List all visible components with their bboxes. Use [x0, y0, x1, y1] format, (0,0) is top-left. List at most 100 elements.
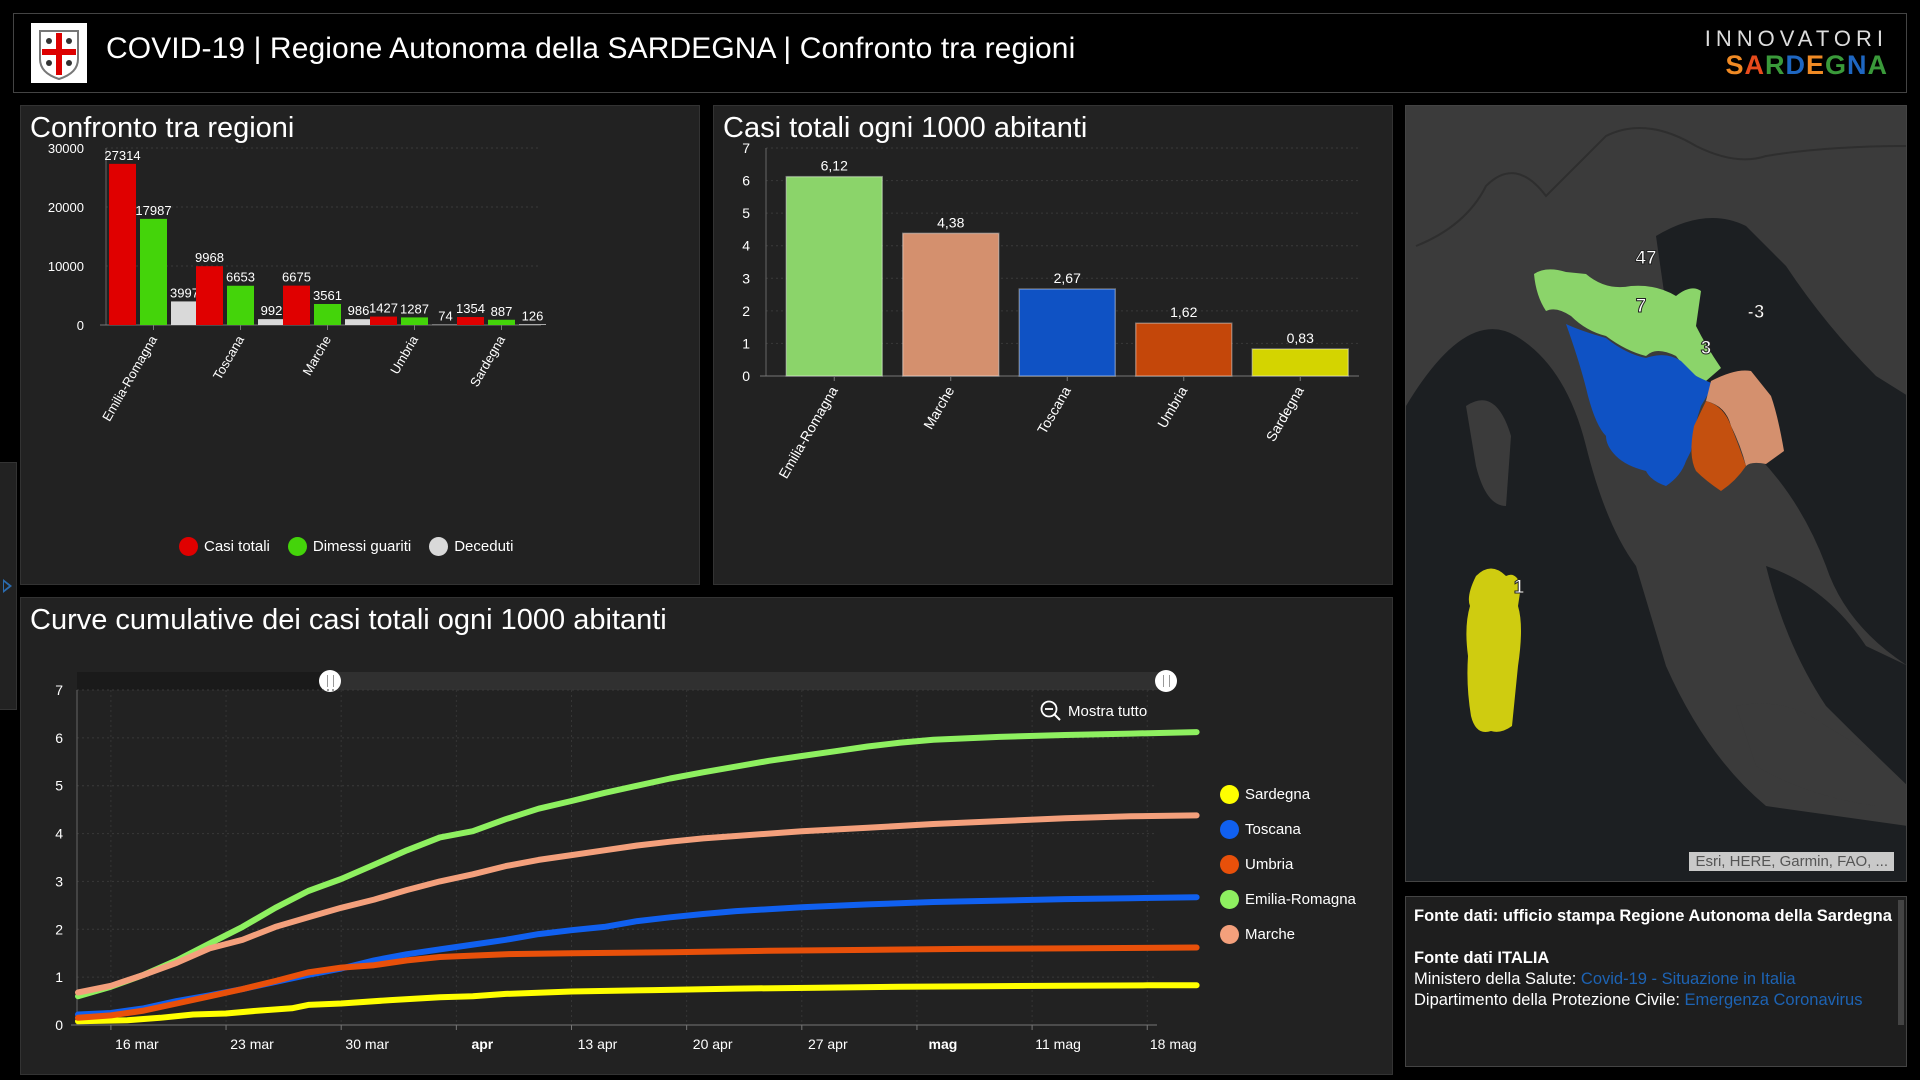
y-tick-label: 0: [55, 1017, 63, 1033]
range-slider-track[interactable]: [77, 672, 1169, 690]
sea-area-south: [1766, 566, 1906, 785]
cumulative-line-chart[interactable]: 0 1 2 3 4 5 6 7 16 mar 23 mar 30 mar apr 13 apr 20 ap…: [20, 597, 1393, 1075]
y-tick-label: 7: [742, 140, 750, 156]
map-view[interactable]: 47 7 -3 3 1 Esri, HERE, Garmin, FAO, ...: [1405, 105, 1907, 882]
bar-value-label: 74: [438, 309, 452, 324]
ministero-link[interactable]: Covid-19 - Situazione in Italia: [1580, 970, 1796, 988]
bar-value-label: 992: [261, 303, 283, 318]
map-label-sardegna: 1: [1514, 577, 1525, 598]
legend-item[interactable]: Dimessi guariti: [287, 537, 411, 556]
line-chart-legend: Sardegna Toscana Umbria Emilia-Romagna March…: [1220, 785, 1374, 960]
legend-label: Marche: [1245, 926, 1296, 943]
x-tick-label: Sardegna: [1263, 383, 1307, 444]
legend-item[interactable]: Umbria: [1220, 855, 1356, 874]
legend-item[interactable]: Marche: [1220, 925, 1356, 944]
x-tick-label: 27 apr: [808, 1036, 848, 1052]
legend-dot-icon: [179, 537, 198, 556]
legend-dot-icon: [1220, 925, 1239, 944]
y-tick-label: 0: [77, 318, 84, 333]
show-all-button[interactable]: Mostra tutto: [1040, 700, 1147, 722]
bar-value-label: 6675: [282, 270, 311, 285]
region-marche[interactable]: [1706, 370, 1784, 466]
bar-value-label: 887: [491, 304, 513, 319]
panel-title: Casi totali ogni 1000 abitanti: [723, 112, 1088, 144]
x-tick-label: 20 apr: [693, 1036, 733, 1052]
x-tick-label: Marche: [299, 333, 334, 378]
bar-sardegna: [1251, 348, 1349, 377]
line-marche: [75, 812, 1200, 996]
y-tick-label: 1: [55, 969, 63, 985]
legend-label: Deceduti: [454, 538, 514, 555]
bar-value-label: 1354: [456, 301, 485, 316]
map-label-umbria: 3: [1701, 338, 1712, 359]
x-tick-label: mag: [929, 1036, 958, 1052]
legend-item[interactable]: Toscana: [1220, 820, 1356, 839]
zoom-out-icon: [1040, 700, 1061, 721]
bar-deceduti: [519, 324, 546, 325]
legend-dot-icon: [287, 537, 307, 556]
legend-item[interactable]: Casi totali: [179, 537, 270, 556]
bar-value-label: 1287: [400, 301, 429, 316]
corsica-land: [1466, 400, 1511, 506]
bar-value-label: 2,67: [1054, 270, 1081, 286]
bar-dimessi-guariti: [314, 303, 341, 325]
line-sardegna: [75, 982, 1200, 1025]
region-emilia-romagna[interactable]: [1534, 269, 1721, 381]
panel-casi-per-1000: Casi totali ogni 1000 abitanti 0 1 2 3 4 5 6 7 6…: [713, 105, 1393, 585]
bar-dimessi-guariti: [401, 317, 428, 325]
y-tick-label: 0: [742, 368, 750, 384]
bar-chart-legend: Casi totali Dimessi guariti Deceduti: [179, 537, 531, 556]
legend-dot-icon: [1220, 855, 1239, 874]
bar-value-label: 6653: [226, 270, 255, 285]
x-tick-label: 30 mar: [345, 1036, 389, 1052]
y-tick-label: 1: [742, 335, 750, 351]
range-slider-excluded: [77, 672, 330, 690]
range-slider-start-handle[interactable]: [319, 670, 341, 692]
bar-dimessi-guariti: [227, 285, 254, 325]
legend-item[interactable]: Emilia-Romagna: [1220, 890, 1356, 909]
bar-value-label: 4,38: [937, 214, 964, 230]
region-sardegna[interactable]: [1466, 568, 1521, 733]
legend-dot-icon: [1220, 820, 1239, 839]
map-attribution[interactable]: Esri, HERE, Garmin, FAO, ...: [1689, 852, 1894, 871]
info-scrollbar[interactable]: [1898, 900, 1904, 1025]
region-toscana[interactable]: [1566, 324, 1714, 486]
protezione-link[interactable]: Emergenza Coronavirus: [1684, 991, 1863, 1009]
y-tick-label: 2: [55, 921, 63, 937]
region-umbria[interactable]: [1691, 401, 1746, 491]
side-panel-toggle[interactable]: [0, 462, 17, 710]
x-tick-label: 18 mag: [1150, 1036, 1197, 1052]
map-canvas[interactable]: 47 7 -3 3 1: [1406, 106, 1907, 882]
y-tick-label: 3: [55, 873, 63, 889]
y-tick-label: 4: [742, 238, 750, 254]
legend-item[interactable]: Sardegna: [1220, 785, 1356, 804]
panel-confronto-regioni: Confronto tra regioni 0 10000 20000 30000 27…: [20, 105, 700, 585]
legend-item[interactable]: Deceduti: [429, 537, 513, 556]
brand-letter: A: [1867, 50, 1888, 80]
line-emilia-romagna: [75, 729, 1200, 1000]
x-tick-label: 16 mar: [115, 1036, 159, 1052]
brand-letter: G: [1824, 50, 1847, 80]
sardinia-coat-of-arms-icon: [31, 23, 87, 83]
y-tick-label: 6: [55, 730, 63, 746]
expand-arrow-icon[interactable]: [3, 579, 12, 593]
x-tick-label: Marche: [920, 383, 957, 432]
y-tick-label: 4: [55, 826, 63, 842]
sicily-land: [1736, 703, 1876, 806]
header-bar: COVID-19 | Regione Autonoma della SARDEG…: [13, 13, 1907, 93]
bar-deceduti: [345, 319, 372, 325]
bar-emilia-romagna: [785, 175, 883, 377]
bar-value-label: 126: [522, 308, 544, 323]
legend-dot-icon: [429, 537, 449, 556]
x-tick-label: Toscana: [1034, 383, 1074, 436]
y-tick-label: 20000: [48, 200, 84, 215]
y-tick-label: 2: [742, 303, 750, 319]
bar-value-label: 1,62: [1170, 304, 1197, 320]
bar-value-label: 1427: [369, 301, 398, 316]
data-sources-box: Fonte dati: ufficio stampa Regione Auton…: [1405, 896, 1907, 1067]
bar-toscana: [1018, 288, 1116, 377]
line-toscana: [75, 894, 1200, 1018]
range-slider-end-handle[interactable]: [1155, 670, 1177, 692]
brand-letter: R: [1764, 50, 1786, 80]
y-tick-label: 3: [742, 270, 750, 286]
